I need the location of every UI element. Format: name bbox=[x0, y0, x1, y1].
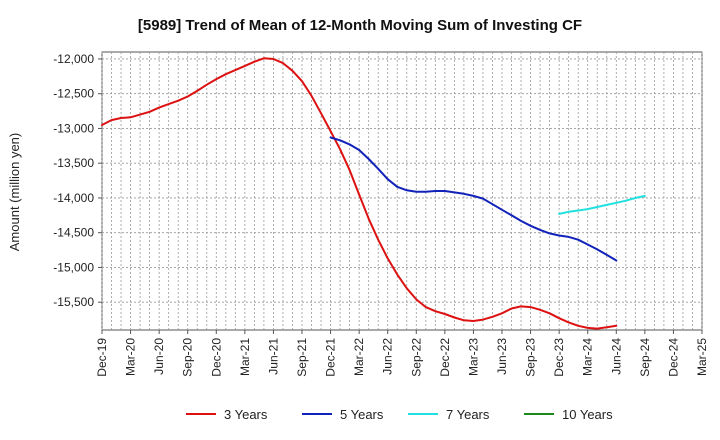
series-line-5-years bbox=[329, 136, 618, 262]
x-tick-label: Dec-23 bbox=[552, 338, 566, 377]
y-tick-label: -14,500 bbox=[53, 226, 94, 240]
x-tick-label: Mar-24 bbox=[581, 338, 595, 376]
x-tick-label: Sep-21 bbox=[295, 338, 309, 377]
x-axis-ticks: Dec-19 Mar-20 Jun-20 Sep-20 Dec-20 Mar-21 Jun-… bbox=[95, 330, 709, 377]
series-line-7-years bbox=[558, 194, 646, 215]
legend: 3 Years 5 Years 7 Years 10 Years bbox=[186, 407, 613, 422]
legend-label-10-years: 10 Years bbox=[562, 407, 613, 422]
x-tick-label: Dec-19 bbox=[95, 338, 109, 377]
x-tick-label: Mar-20 bbox=[124, 338, 138, 376]
legend-label-5-years: 5 Years bbox=[340, 407, 384, 422]
grid bbox=[101, 51, 703, 331]
y-axis-label: Amount (million yen) bbox=[7, 133, 22, 252]
y-axis-ticks: -12,000 -12,500 -13,000 -13,500 -14,000 -14,5… bbox=[53, 52, 102, 309]
x-tick-label: Jun-23 bbox=[495, 338, 509, 375]
x-tick-label: Jun-21 bbox=[266, 338, 280, 375]
y-tick-label: -15,000 bbox=[53, 260, 94, 274]
x-tick-label: Dec-22 bbox=[438, 338, 452, 377]
x-tick-label: Jun-22 bbox=[381, 338, 395, 375]
chart-title: [5989] Trend of Mean of 12-Month Moving … bbox=[138, 17, 582, 34]
x-tick-label: Sep-20 bbox=[181, 338, 195, 377]
y-tick-label: -13,000 bbox=[53, 121, 94, 135]
x-tick-label: Sep-24 bbox=[638, 338, 652, 377]
series-lines bbox=[101, 57, 646, 330]
y-tick-label: -14,000 bbox=[53, 191, 94, 205]
x-tick-label: Sep-22 bbox=[409, 338, 423, 377]
x-tick-label: Mar-23 bbox=[466, 338, 480, 376]
x-tick-label: Sep-23 bbox=[524, 338, 538, 377]
x-tick-label: Dec-21 bbox=[324, 338, 338, 377]
x-tick-label: Mar-21 bbox=[238, 338, 252, 376]
y-tick-label: -13,500 bbox=[53, 156, 94, 170]
plot-area bbox=[101, 51, 703, 331]
legend-label-7-years: 7 Years bbox=[446, 407, 490, 422]
x-tick-label: Mar-25 bbox=[695, 338, 709, 376]
x-tick-label: Dec-24 bbox=[666, 338, 680, 377]
x-tick-label: Dec-20 bbox=[209, 338, 223, 377]
y-tick-label: -15,500 bbox=[53, 295, 94, 309]
y-tick-label: -12,500 bbox=[53, 87, 94, 101]
x-tick-label: Jun-20 bbox=[152, 338, 166, 375]
legend-label-3-years: 3 Years bbox=[224, 407, 268, 422]
x-tick-label: Mar-22 bbox=[352, 338, 366, 376]
y-tick-label: -12,000 bbox=[53, 52, 94, 66]
x-tick-label: Jun-24 bbox=[609, 338, 623, 375]
series-line-3-years bbox=[101, 57, 618, 330]
